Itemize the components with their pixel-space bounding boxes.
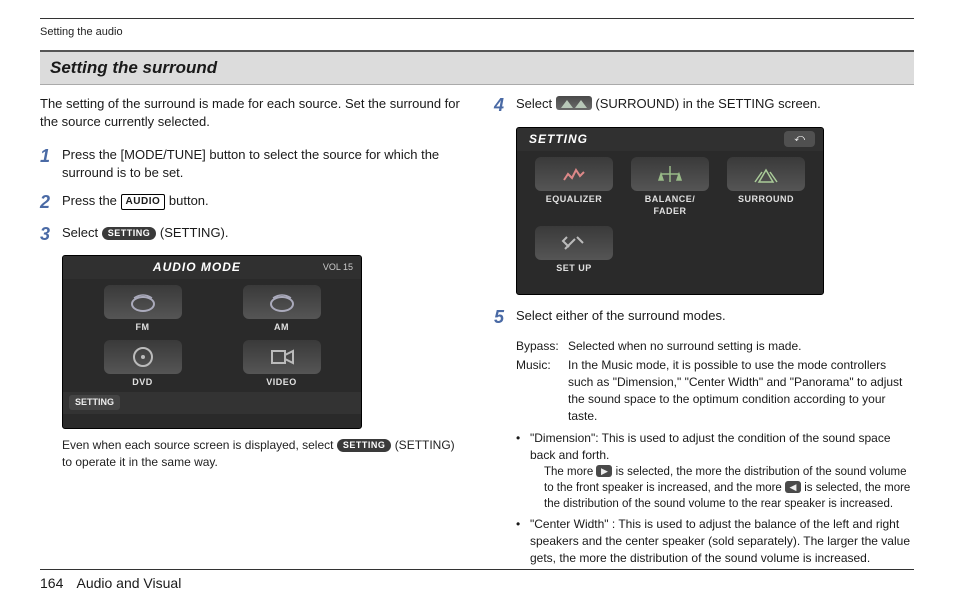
step-3: 3 Select SETTING (SETTING). xyxy=(40,224,460,246)
page-footer: 164 Audio and Visual xyxy=(40,574,181,594)
step-text-pre: Select xyxy=(62,225,102,240)
bottom-rule xyxy=(40,569,914,570)
step-number: 1 xyxy=(40,146,62,182)
device-title: SETTING xyxy=(529,131,588,148)
def-desc: In the Music mode, it is possible to use… xyxy=(568,357,914,424)
source-video[interactable]: VIDEO xyxy=(220,340,343,389)
balance-icon xyxy=(655,162,685,186)
step-number: 4 xyxy=(494,95,516,117)
equalizer-icon xyxy=(559,162,589,186)
step-text-post: button. xyxy=(169,193,209,208)
bullet-text: "Dimension": This is used to adjust the … xyxy=(530,431,891,462)
source-dvd[interactable]: DVD xyxy=(81,340,204,389)
arrow-left-icon: ◀ xyxy=(785,481,801,493)
section-title: Setting the surround xyxy=(40,50,914,85)
step-number: 2 xyxy=(40,192,62,214)
setting-balance-fader[interactable]: BALANCE/ FADER xyxy=(627,157,713,218)
setting-setup[interactable]: SET UP xyxy=(531,226,617,275)
bullet-dot: • xyxy=(516,516,530,566)
step-text-pre: Press the xyxy=(62,193,121,208)
screenshot-audio-mode: AUDIO MODE VOL 15 FM AM DVD VID xyxy=(62,255,362,429)
radio-icon xyxy=(267,290,297,314)
disc-icon xyxy=(128,345,158,369)
step-text-post: (SETTING). xyxy=(160,225,229,240)
step-4: 4 Select (SURROUND) in the SETTING scree… xyxy=(494,95,914,117)
source-fm[interactable]: FM xyxy=(81,285,204,334)
right-column: 4 Select (SURROUND) in the SETTING scree… xyxy=(494,95,914,570)
intro-text: The setting of the surround is made for … xyxy=(40,95,460,131)
bullet-dot: • xyxy=(516,430,530,512)
caption-audio-mode: Even when each source screen is displaye… xyxy=(62,437,460,471)
bullet-text: "Center Width" : This is used to adjust … xyxy=(530,516,914,566)
step-text: Press the [MODE/TUNE] button to select t… xyxy=(62,147,439,180)
page-number: 164 xyxy=(40,575,63,591)
top-rule xyxy=(40,18,914,19)
surround-icon xyxy=(751,162,781,186)
surround-icon xyxy=(556,96,592,110)
definitions-list: Bypass: Selected when no surround settin… xyxy=(516,338,914,424)
step-2: 2 Press the AUDIO button. xyxy=(40,192,460,214)
step-number: 3 xyxy=(40,224,62,246)
step-text-post: (SURROUND) in the SETTING screen. xyxy=(595,96,820,111)
setting-surround[interactable]: SURROUND xyxy=(723,157,809,218)
screenshot-setting: SETTING ⤺ EQUALIZER BALANCE/ FADER SURRO… xyxy=(516,127,824,295)
setting-pill: SETTING xyxy=(102,227,157,240)
audio-button-label: AUDIO xyxy=(121,194,166,210)
step-text-pre: Select xyxy=(516,96,556,111)
setting-pill: SETTING xyxy=(337,439,392,452)
step-number: 5 xyxy=(494,307,516,329)
setting-footer-tag[interactable]: SETTING xyxy=(69,395,120,410)
setting-equalizer[interactable]: EQUALIZER xyxy=(531,157,617,218)
step-5: 5 Select either of the surround modes. xyxy=(494,307,914,329)
tools-icon xyxy=(559,231,589,255)
def-desc: Selected when no surround setting is mad… xyxy=(568,338,914,355)
breadcrumb: Setting the audio xyxy=(40,25,914,40)
radio-icon xyxy=(128,290,158,314)
arrow-right-icon: ▶ xyxy=(596,465,612,477)
def-term: Bypass: xyxy=(516,338,568,355)
video-icon xyxy=(267,345,297,369)
bullets-list: • "Dimension": This is used to adjust th… xyxy=(516,430,914,566)
section-name: Audio and Visual xyxy=(76,575,181,591)
volume-indicator: VOL 15 xyxy=(323,261,353,274)
back-button[interactable]: ⤺ xyxy=(784,131,815,147)
step-text: Select either of the surround modes. xyxy=(516,308,726,323)
left-column: The setting of the surround is made for … xyxy=(40,95,460,570)
device-title: AUDIO MODE xyxy=(153,259,241,276)
step-1: 1 Press the [MODE/TUNE] button to select… xyxy=(40,146,460,182)
def-term: Music: xyxy=(516,357,568,424)
source-am[interactable]: AM xyxy=(220,285,343,334)
